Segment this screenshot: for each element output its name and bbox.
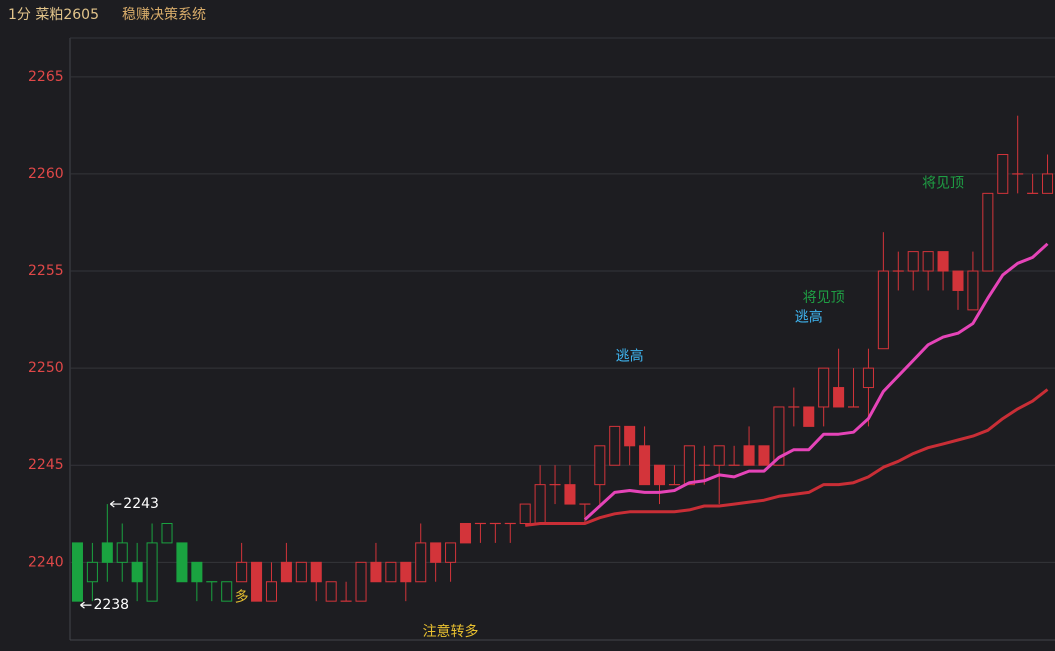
moving-average-line: [583, 242, 1049, 521]
candle-body: [146, 542, 158, 602]
candle-body: [86, 561, 98, 583]
candle-body: [400, 561, 412, 583]
y-tick-label: 2245: [28, 457, 64, 473]
candle-body: [758, 445, 770, 466]
candle-body: [683, 445, 695, 486]
candle-body: [624, 425, 636, 447]
y-tick-label: 2260: [28, 166, 64, 182]
candle-body: [952, 270, 964, 291]
candle-body: [967, 270, 979, 311]
candle-body: [101, 542, 113, 563]
candle-body: [833, 387, 845, 408]
candle-body: [862, 367, 874, 389]
candle-body: [310, 561, 322, 583]
candle-body: [459, 522, 472, 544]
candle-body: [639, 445, 651, 486]
candle-body: [236, 561, 248, 583]
extreme-label: 2243: [123, 496, 159, 512]
symbol: 1分 菜粕2605: [8, 7, 99, 23]
extreme-label: 2238: [93, 597, 129, 613]
candle-body: [415, 542, 427, 583]
candle-body: [997, 154, 1009, 194]
candle-body: [280, 561, 292, 583]
candle-body: [370, 561, 382, 583]
signal-label: 注意转多: [423, 623, 479, 640]
candle-body: [534, 484, 546, 524]
candle-body: [131, 561, 143, 583]
candle-body: [982, 192, 994, 272]
candle-body: [221, 581, 233, 602]
candle-body: [116, 542, 128, 563]
signal-label: 多: [235, 588, 249, 605]
y-tick-label: 2240: [28, 554, 64, 570]
extreme-arrow: [109, 500, 122, 508]
system-name: 稳赚决策系统: [122, 6, 206, 23]
candle-body: [773, 406, 785, 466]
candle-body: [71, 542, 83, 602]
candle-body: [803, 406, 815, 427]
candle-body: [907, 251, 919, 272]
candle-body: [265, 581, 277, 602]
candle-body: [653, 464, 666, 486]
candle-body: [519, 503, 531, 524]
moving-average-line: [525, 388, 1049, 527]
candle-body: [818, 367, 830, 408]
candle-body: [743, 445, 755, 466]
candle-body: [937, 251, 949, 272]
candle-body: [877, 270, 889, 350]
candle-body: [385, 561, 397, 583]
candle-body: [161, 522, 173, 544]
y-tick-label: 2265: [28, 69, 64, 85]
candle-body: [922, 251, 934, 272]
candle-body: [430, 542, 442, 563]
signal-label: 将见顶: [803, 290, 845, 306]
candle-body: [713, 445, 725, 466]
candle-body: [251, 561, 263, 602]
candle-body: [609, 425, 621, 466]
candle-body: [325, 581, 337, 602]
candle-body: [445, 542, 457, 563]
candle-body: [191, 561, 203, 583]
extreme-arrow: [80, 601, 92, 609]
candle-body: [564, 484, 576, 505]
candle-body: [176, 542, 188, 583]
candle-body: [594, 445, 606, 486]
y-tick-label: 2255: [28, 263, 64, 279]
signal-label: 将见顶: [922, 176, 964, 192]
candle-body: [295, 561, 307, 583]
signal-label: 逃高: [616, 347, 644, 364]
y-tick-label: 2250: [28, 360, 64, 376]
candle-body: [1042, 173, 1054, 194]
signal-label: 逃高: [795, 309, 823, 326]
candle-body: [355, 561, 367, 602]
